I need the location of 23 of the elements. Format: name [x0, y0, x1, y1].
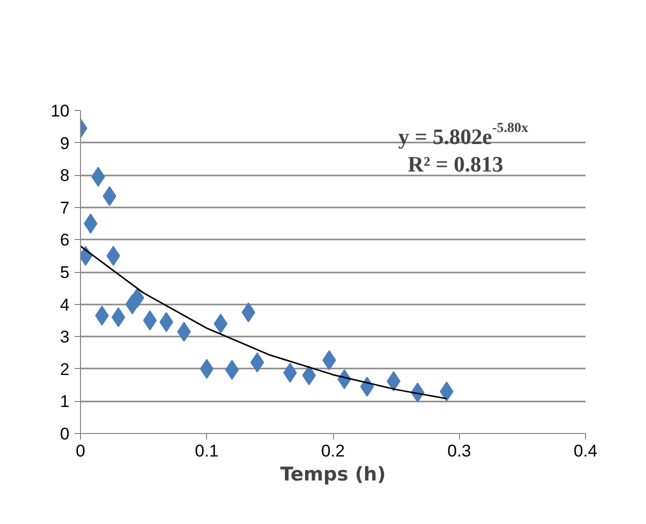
y-tick-label: 9 [60, 134, 70, 153]
y-tick-label: 10 [50, 102, 70, 120]
y-tick-label: 0 [60, 424, 70, 444]
y-tick-label: 1 [60, 392, 70, 412]
point [200, 358, 214, 379]
y-tick-label: 7 [60, 198, 70, 218]
point [250, 352, 264, 372]
x-tick-label: 0.3 [447, 442, 472, 460]
x-tick-label: 0.4 [574, 442, 598, 460]
x-tick-label: 0.2 [321, 442, 345, 460]
x-tick-label: 0.1 [194, 442, 219, 460]
y-tick-label: 6 [60, 230, 70, 250]
y-tick-label: 3 [60, 328, 70, 347]
x-tick-label: 0 [76, 442, 86, 460]
annotation: R² = 0.813 [408, 151, 504, 176]
y-tick-label: 5 [60, 263, 70, 282]
point [322, 350, 336, 370]
y-tick-label: 4 [60, 295, 70, 314]
point [106, 246, 120, 266]
y-tick-label: 2 [60, 360, 70, 379]
x-axis-title: Temps (h) [280, 464, 386, 486]
point [91, 166, 106, 187]
y-tick-label: 8 [60, 166, 70, 186]
